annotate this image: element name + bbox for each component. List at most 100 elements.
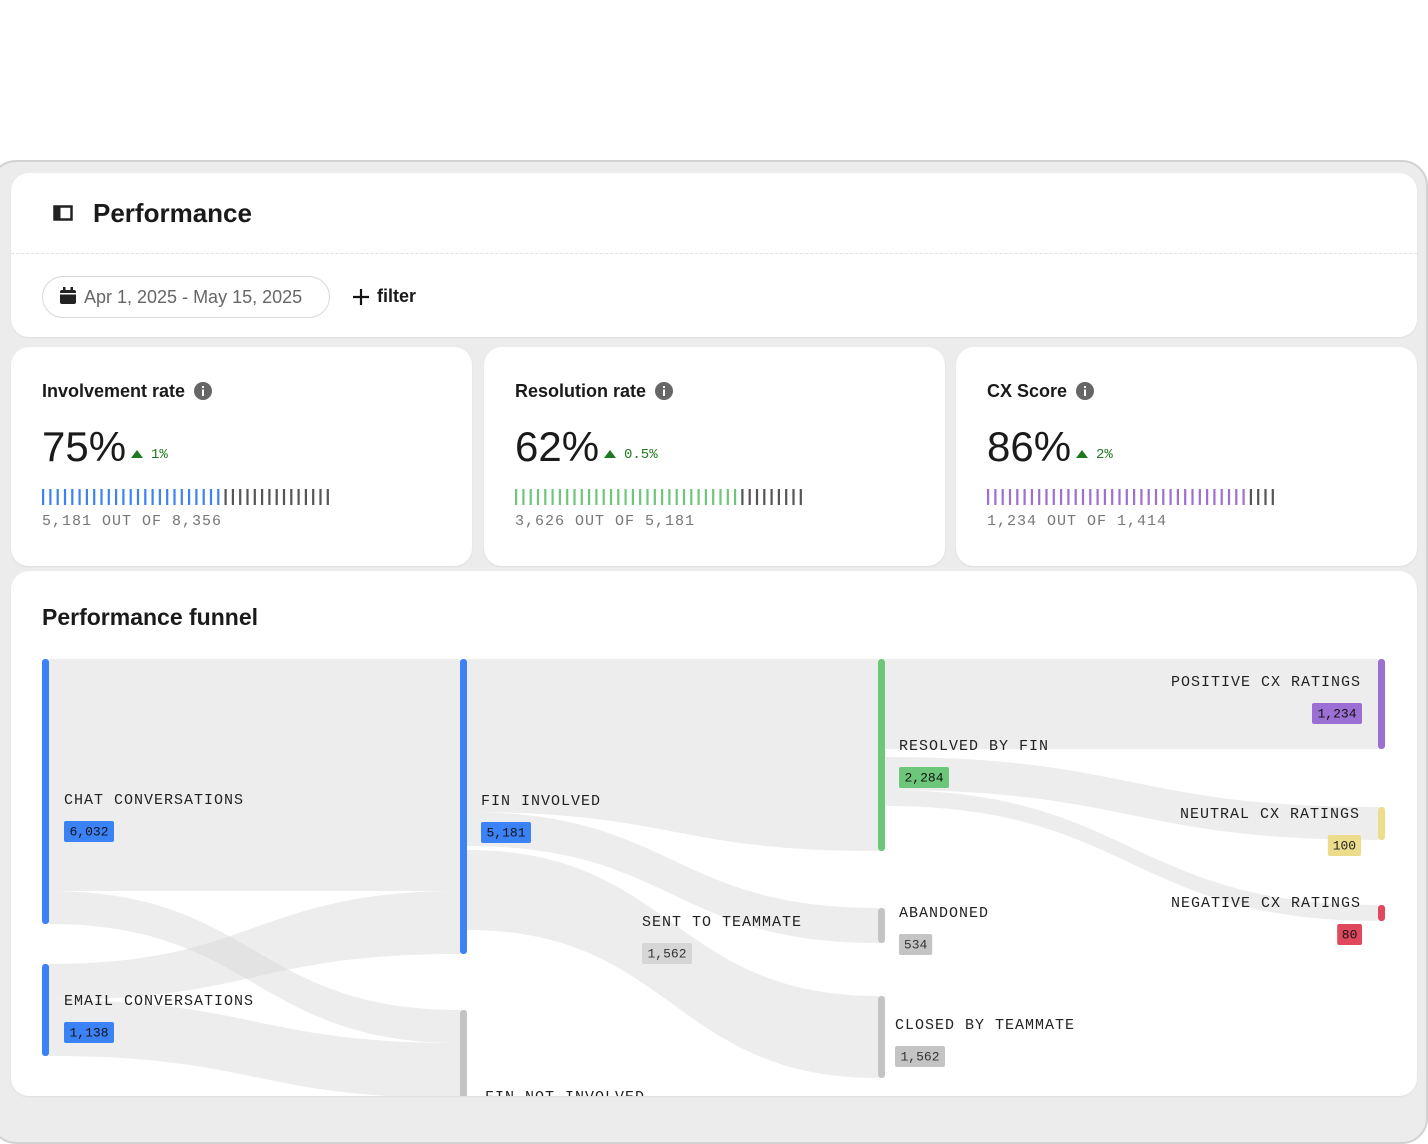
funnel-badge xyxy=(899,767,949,788)
change-text: 0.5% xyxy=(624,447,658,463)
progress-tick xyxy=(217,489,220,505)
funnel-value: 1,562 xyxy=(647,946,686,961)
info-dot xyxy=(1084,386,1087,388)
funnel-node-bar xyxy=(42,964,49,1056)
progress-tick xyxy=(136,489,140,505)
progress-tick xyxy=(1008,489,1012,505)
funnel-flow xyxy=(49,1000,460,1096)
funnel-node-label: ABANDONED xyxy=(899,905,989,922)
progress-tick xyxy=(144,489,147,505)
info-bar xyxy=(663,389,666,396)
progress-tick xyxy=(617,489,620,505)
progress-tick xyxy=(1030,489,1033,505)
progress-tick xyxy=(100,489,103,505)
funnel-flow xyxy=(885,757,1378,840)
change-text: 2% xyxy=(1096,447,1113,463)
progress-tick xyxy=(777,489,780,505)
progress-tick xyxy=(566,489,569,505)
progress-tick xyxy=(180,489,183,505)
funnel-badge xyxy=(64,821,114,842)
filter-button[interactable]: filter xyxy=(377,286,417,306)
progress-tick xyxy=(799,489,802,505)
metric-card: CX Score 86% 2% 1,234 OUT OF 1,414 xyxy=(956,347,1417,566)
progress-tick xyxy=(1023,489,1026,505)
progress-tick xyxy=(239,489,242,505)
funnel-value: 6,032 xyxy=(69,824,108,839)
progress-tick xyxy=(661,489,664,505)
funnel-node-bar xyxy=(878,908,885,943)
progress-tick xyxy=(1052,489,1055,505)
sidebar-icon[interactable] xyxy=(53,205,73,221)
info-dot xyxy=(202,386,205,388)
progress-tick xyxy=(785,489,788,505)
funnel-value: 80 xyxy=(1342,927,1358,942)
date-range: Apr 1, 2025 - May 15, 2025 xyxy=(84,287,303,307)
funnel-badge xyxy=(642,943,692,964)
funnel-node-label: CLOSED BY TEAMMATE xyxy=(895,1017,1075,1034)
progress-tick xyxy=(1016,489,1019,505)
funnel-node-bar xyxy=(42,659,49,924)
progress-tick xyxy=(1045,489,1048,505)
progress-tick xyxy=(770,489,773,505)
progress-tick xyxy=(115,489,118,505)
progress-tick xyxy=(515,489,518,505)
funnel-flow xyxy=(49,891,460,1000)
funnel-badge xyxy=(1327,835,1361,856)
progress-tick xyxy=(231,489,234,505)
progress-tick xyxy=(1089,489,1092,505)
progress-tick xyxy=(558,489,561,505)
progress-tick xyxy=(188,489,191,505)
progress-tick xyxy=(1001,489,1004,505)
progress-tick xyxy=(63,489,67,505)
progress-tick xyxy=(609,489,613,505)
progress-ticks xyxy=(987,489,1274,505)
metric-value: 75% xyxy=(42,423,127,470)
funnel-node-bar xyxy=(878,996,885,1078)
metric-change: 1% xyxy=(131,447,168,463)
progress-tick xyxy=(792,489,795,505)
progress-tick xyxy=(1125,489,1128,505)
progress-tick xyxy=(551,489,554,505)
progress-tick xyxy=(261,489,264,505)
funnel-title: Performance funnel xyxy=(42,604,258,630)
progress-tick xyxy=(602,489,605,505)
info-bar xyxy=(202,389,205,396)
progress-tick xyxy=(734,489,737,505)
progress-tick xyxy=(158,489,161,505)
funnel-flow xyxy=(49,659,460,891)
funnel-value: 1,234 xyxy=(1317,706,1356,721)
funnel-node-bar xyxy=(1378,659,1385,749)
progress-tick xyxy=(122,489,125,505)
up-arrow xyxy=(131,450,143,458)
up-arrow xyxy=(1076,450,1088,458)
progress-tick xyxy=(1249,489,1252,505)
progress-tick xyxy=(573,489,576,505)
funnel-node-label: NEUTRAL CX RATINGS xyxy=(1180,806,1360,823)
funnel-flow xyxy=(467,659,878,851)
metric-card: Resolution rate 62% 0.5% 3,626 OUT OF 5,181 xyxy=(484,347,945,566)
funnel-card: Performance funnel CHAT CONVERSATIONS 6,0… xyxy=(11,571,1417,1096)
progress-tick xyxy=(529,489,532,505)
progress-tick xyxy=(1111,489,1114,505)
funnel-badge xyxy=(1337,924,1362,945)
funnel-node-bar xyxy=(1378,807,1385,840)
funnel-flow xyxy=(885,659,1378,749)
progress-tick xyxy=(319,489,322,505)
funnel-value: 100 xyxy=(1333,838,1356,853)
progress-tick xyxy=(246,489,249,505)
info-icon xyxy=(194,382,213,400)
progress-tick xyxy=(1162,489,1165,505)
progress-tick xyxy=(268,489,271,505)
metric-value: 62% xyxy=(515,423,600,470)
progress-tick xyxy=(151,489,154,505)
progress-tick xyxy=(1133,489,1136,505)
funnel-flow xyxy=(49,891,460,1043)
progress-tick xyxy=(326,489,329,505)
progress-tick xyxy=(1140,489,1143,505)
progress-tick xyxy=(1067,489,1070,505)
progress-tick xyxy=(1213,489,1216,505)
change-text: 1% xyxy=(151,447,168,463)
up-arrow xyxy=(604,450,616,458)
metric-label: Involvement rate xyxy=(42,381,213,402)
date-picker[interactable]: Apr 1, 2025 - May 15, 2025 xyxy=(42,276,330,318)
